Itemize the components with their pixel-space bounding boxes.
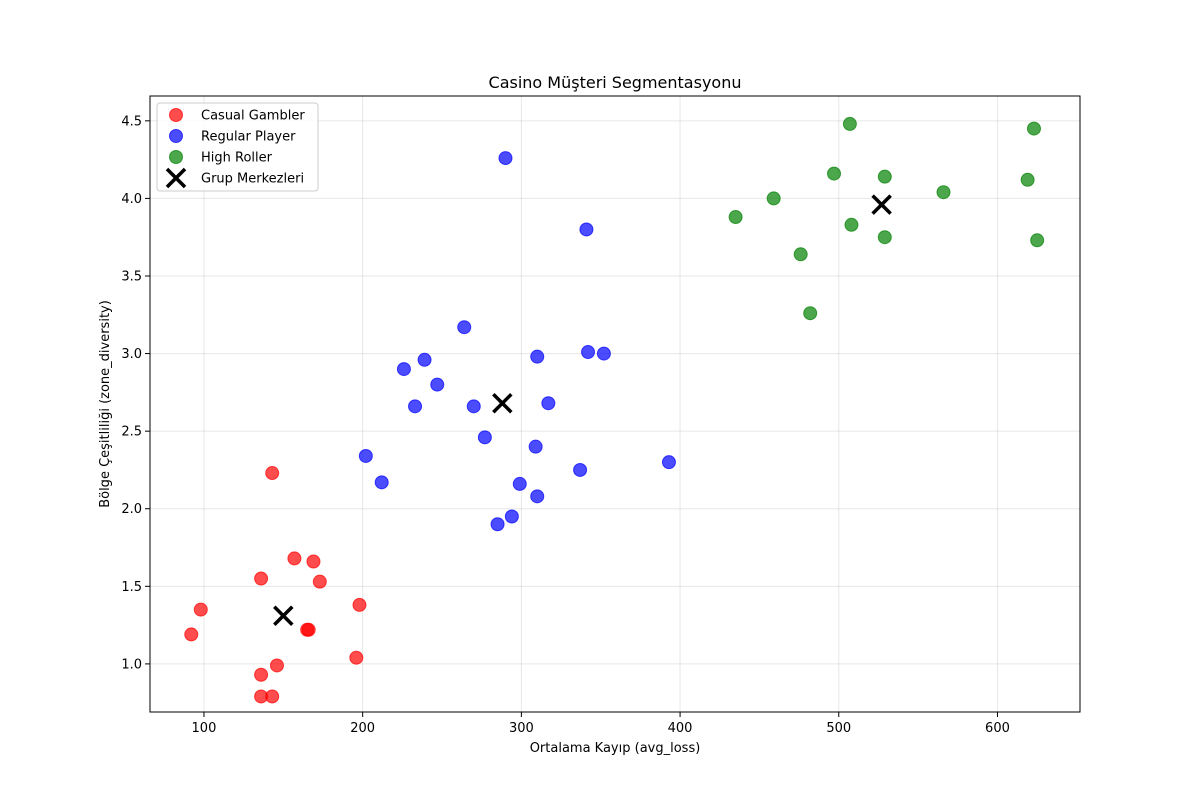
data-point — [877, 169, 892, 184]
data-point — [877, 230, 892, 245]
data-point — [269, 658, 284, 673]
data-point — [661, 455, 676, 470]
data-point — [528, 439, 543, 454]
data-point — [306, 554, 321, 569]
y-tick-label: 4.5 — [121, 114, 142, 129]
centroid-marker — [871, 194, 892, 215]
legend-label: Casual Gambler — [201, 109, 305, 124]
data-point — [579, 222, 594, 237]
x-axis-label: Ortalama Kayıp (avg_loss) — [530, 741, 701, 756]
data-points — [184, 116, 1045, 704]
series-casual-gambler — [184, 466, 367, 704]
y-tick-label: 3.5 — [121, 269, 142, 284]
chart-title: Casino Müşteri Segmentasyonu — [489, 73, 742, 92]
data-point — [457, 320, 472, 335]
axis-ticks: 100 200 300 400 500 600 1.0 1.5 2.0 2.5 3.0 3.5 4.0 4… — [121, 114, 1010, 736]
data-point — [254, 667, 269, 682]
y-tick-label: 1.5 — [121, 580, 142, 595]
data-point — [466, 399, 481, 414]
centroid-marker — [273, 605, 294, 627]
grid-lines — [150, 96, 1080, 712]
data-point — [573, 462, 588, 477]
data-point — [793, 247, 808, 262]
y-tick-label: 3.0 — [121, 347, 142, 362]
data-point — [254, 571, 269, 586]
y-tick-label: 4.0 — [121, 192, 142, 207]
y-axis-label: Bölge Çeşitliliği (zone_diversity) — [98, 300, 113, 508]
data-point — [504, 509, 519, 524]
x-tick-label: 300 — [509, 721, 534, 736]
legend-label: Grup Merkezleri — [201, 172, 304, 187]
x-tick-label: 600 — [985, 721, 1010, 736]
data-point — [287, 551, 302, 566]
data-point — [417, 352, 432, 367]
data-point — [827, 166, 842, 181]
y-tick-label: 2.0 — [121, 502, 142, 517]
legend-box — [156, 102, 319, 192]
data-point — [530, 349, 545, 364]
data-point — [358, 448, 373, 463]
data-point — [803, 306, 818, 321]
data-point — [842, 116, 857, 131]
data-point — [512, 476, 527, 491]
y-tick-label: 1.0 — [121, 657, 142, 672]
legend-marker-centroid — [165, 167, 187, 189]
data-point — [349, 650, 364, 665]
legend-label: Regular Player — [201, 130, 296, 145]
x-tick-label: 100 — [192, 721, 217, 736]
x-tick-label: 500 — [826, 721, 851, 736]
data-point — [265, 689, 280, 704]
data-point — [352, 597, 367, 612]
legend-marker — [169, 108, 183, 122]
data-point — [1020, 172, 1035, 187]
data-point — [1030, 233, 1045, 248]
data-point — [936, 185, 951, 200]
data-point — [265, 466, 280, 481]
x-tick-label: 400 — [668, 721, 693, 736]
data-point — [530, 489, 545, 504]
x-tick-label: 200 — [350, 721, 375, 736]
data-point — [1026, 121, 1041, 136]
data-point — [396, 362, 411, 377]
legend: Casual Gambler Regular Player High Roller G… — [156, 102, 319, 192]
data-point — [490, 517, 505, 532]
data-point — [312, 574, 327, 589]
y-tick-label: 2.5 — [121, 425, 142, 440]
legend-marker — [169, 150, 183, 164]
data-point — [184, 627, 199, 642]
data-point — [844, 217, 859, 232]
data-point — [581, 345, 596, 360]
data-point — [193, 602, 208, 617]
data-point — [374, 475, 389, 490]
data-point — [301, 622, 316, 637]
data-point — [498, 151, 513, 166]
data-point — [477, 430, 492, 445]
series-regular-player — [358, 151, 676, 532]
data-point — [430, 377, 445, 392]
series-high-roller — [728, 116, 1045, 321]
data-point — [728, 210, 743, 225]
series-grup-merkezleri — [273, 194, 892, 627]
legend-marker — [169, 129, 183, 143]
legend-label: High Roller — [201, 151, 273, 166]
data-point — [596, 346, 611, 361]
centroid-marker — [492, 392, 513, 414]
data-point — [408, 399, 423, 414]
data-point — [766, 191, 781, 206]
data-point — [541, 396, 556, 411]
plot-frame — [149, 95, 1081, 713]
